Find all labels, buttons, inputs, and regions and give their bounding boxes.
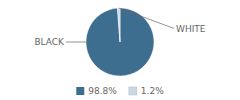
- legend-label: 98.8%: [88, 86, 117, 96]
- legend-swatch: [129, 87, 137, 95]
- pie: BLACK WHITE: [34, 8, 205, 76]
- pie-slice: [117, 8, 120, 42]
- pie-slice: [86, 8, 154, 76]
- legend-item: 98.8%: [76, 86, 117, 96]
- legend-label: 1.2%: [141, 86, 164, 96]
- slice-label: WHITE: [176, 24, 206, 34]
- legend: 98.8% 1.2%: [76, 86, 164, 96]
- slice-label: BLACK: [34, 37, 65, 47]
- chart: BLACK WHITE 98.8% 1.2%: [0, 0, 240, 100]
- legend-item: 1.2%: [129, 86, 164, 96]
- leader-line: [66, 42, 86, 43]
- leader-line: [119, 8, 174, 28]
- legend-swatch: [76, 87, 84, 95]
